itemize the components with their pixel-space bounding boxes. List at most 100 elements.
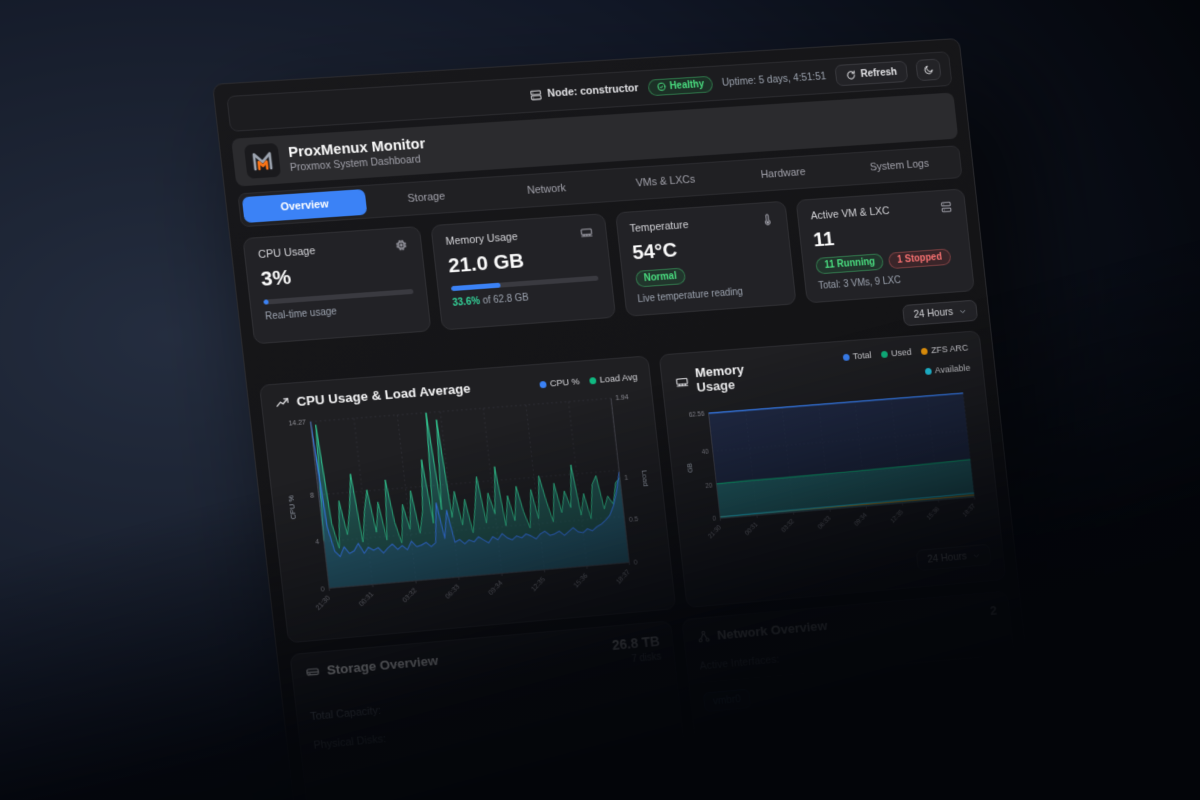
svg-text:0: 0 xyxy=(713,516,718,523)
svg-text:18:37: 18:37 xyxy=(962,502,977,518)
chevron-down-icon xyxy=(972,551,981,560)
tab-network[interactable]: Network xyxy=(526,182,567,197)
tab-overview[interactable]: Overview xyxy=(241,189,368,224)
trending-up-icon xyxy=(274,395,290,411)
svg-text:15:36: 15:36 xyxy=(926,505,941,521)
cpu-load-chart: 0 4 8 14.27 0 0.5 1 1.94 21:30 00:31 03:32 06:33 09:… xyxy=(287,394,650,612)
svg-text:09:34: 09:34 xyxy=(854,512,870,528)
svg-text:03:32: 03:32 xyxy=(402,587,419,604)
svg-text:4: 4 xyxy=(315,539,320,546)
tab-system-logs[interactable]: System Logs xyxy=(869,157,930,174)
interface-list: vmbr0 xyxy=(702,665,1005,713)
server-stack-icon xyxy=(939,200,953,214)
svg-text:1.94: 1.94 xyxy=(615,394,629,402)
thermometer-icon xyxy=(760,212,775,226)
vm-card-footer: Total: 3 VMs, 9 LXC xyxy=(817,275,902,292)
memory-chart-title-group: Memory Usage xyxy=(674,359,786,397)
node-label: Node: constructor xyxy=(546,82,640,100)
charts-row: CPU Usage & Load Average CPU % Load Avg … xyxy=(258,330,1007,644)
svg-text:40: 40 xyxy=(702,449,710,456)
network-title-group: Network Overview xyxy=(696,618,828,644)
memory-icon xyxy=(579,225,594,240)
svg-text:Load: Load xyxy=(640,470,650,487)
memory-chart-title: Memory Usage xyxy=(694,361,745,395)
memory-usage-card: Memory Usage 21.0 GB 33.6% of 62.8 GB xyxy=(430,213,616,331)
svg-text:0.5: 0.5 xyxy=(629,516,639,524)
memory-range-select[interactable]: 24 Hours xyxy=(916,543,992,572)
memory-progress-fill xyxy=(450,282,501,292)
svg-text:0: 0 xyxy=(321,586,326,593)
legend-dot-load xyxy=(588,377,597,385)
vms-stopped-badge: 1 Stopped xyxy=(887,248,952,270)
svg-text:20: 20 xyxy=(705,482,713,489)
svg-text:62.56: 62.56 xyxy=(689,411,706,419)
svg-text:00:31: 00:31 xyxy=(358,591,375,608)
legend-dot-available xyxy=(924,367,932,376)
tab-vms-lxcs[interactable]: VMs & LXCs xyxy=(635,173,696,190)
network-overview-panel: Network Overview 2 Active Interfaces: vm… xyxy=(681,590,1032,800)
tab-hardware[interactable]: Hardware xyxy=(760,166,807,181)
cpu-load-chart-panel: CPU Usage & Load Average CPU % Load Avg … xyxy=(258,355,677,644)
svg-text:21:30: 21:30 xyxy=(707,524,723,540)
temperature-card-title: Temperature xyxy=(629,219,690,235)
legend-dot-zfs-arc xyxy=(920,347,928,355)
storage-overview-panel: Storage Overview 26.8 TB 7 disks Total C… xyxy=(289,620,696,800)
cpu-card-title: CPU Usage xyxy=(257,245,317,262)
svg-text:09:34: 09:34 xyxy=(488,580,505,597)
cpu-usage-card: CPU Usage 3% Real-time usage xyxy=(242,225,432,345)
memory-card-footer: 33.6% of 62.8 GB xyxy=(451,292,530,309)
memory-card-title: Memory Usage xyxy=(445,231,519,248)
cpu-usage-value: 3% xyxy=(259,265,293,291)
svg-text:06:33: 06:33 xyxy=(817,515,833,531)
interface-badge: vmbr0 xyxy=(702,688,752,713)
svg-text:14.27: 14.27 xyxy=(288,420,306,428)
storage-title: Storage Overview xyxy=(326,652,439,678)
vm-count-value: 11 xyxy=(812,227,836,252)
legend-dot-cpu xyxy=(538,380,547,389)
memory-usage-value: 21.0 GB xyxy=(447,249,526,278)
moon-icon xyxy=(922,64,934,76)
tab-storage[interactable]: Storage xyxy=(406,190,446,205)
node-info: Node: constructor xyxy=(528,82,639,102)
temperature-card-footer: Live temperature reading xyxy=(637,286,744,306)
chevron-down-icon xyxy=(958,307,967,316)
svg-text:GB: GB xyxy=(687,462,695,473)
uptime-text: Uptime: 5 days, 4:51:51 xyxy=(721,70,827,89)
svg-text:1: 1 xyxy=(624,475,629,482)
cpu-progress-fill xyxy=(263,299,269,305)
svg-text:0: 0 xyxy=(633,559,638,566)
legend-dot-total xyxy=(842,353,850,362)
cpu-icon xyxy=(393,238,408,253)
vms-running-badge: 11 Running xyxy=(815,253,885,275)
time-range-select[interactable]: 24 Hours xyxy=(902,299,979,327)
refresh-icon xyxy=(845,69,856,80)
active-vm-lxc-card: Active VM & LXC 11 11 Running 1 Stopped … xyxy=(795,188,975,304)
svg-text:21:30: 21:30 xyxy=(315,595,332,612)
temperature-status-badge: Normal xyxy=(634,267,687,288)
temperature-card: Temperature 54°C Normal Live temperature… xyxy=(614,200,797,317)
refresh-button[interactable]: Refresh xyxy=(834,60,909,87)
cpu-card-footer: Real-time usage xyxy=(264,306,338,323)
svg-text:15:36: 15:36 xyxy=(573,572,590,589)
storage-header-stats: 26.8 TB 7 disks xyxy=(611,633,662,666)
svg-text:18:37: 18:37 xyxy=(615,569,632,586)
health-badge: Healthy xyxy=(647,75,714,96)
network-title: Network Overview xyxy=(716,618,828,643)
svg-text:06:33: 06:33 xyxy=(445,584,462,601)
network-interface-count: 2 xyxy=(989,602,998,618)
hard-drive-icon xyxy=(305,664,321,680)
check-circle-icon xyxy=(656,82,667,92)
storage-disks-value: 7 disks xyxy=(631,651,662,665)
app-logo xyxy=(243,142,282,179)
memory-percent: 33.6% xyxy=(451,296,481,309)
svg-text:8: 8 xyxy=(310,493,315,500)
legend-dot-used xyxy=(880,350,888,359)
network-nodes-icon xyxy=(696,629,712,645)
svg-text:12:35: 12:35 xyxy=(530,576,547,593)
svg-text:00:31: 00:31 xyxy=(744,521,760,537)
svg-text:12:35: 12:35 xyxy=(890,509,906,525)
theme-toggle-button[interactable] xyxy=(915,58,942,82)
storage-capacity-value: 26.8 TB xyxy=(611,633,661,653)
vm-card-title: Active VM & LXC xyxy=(810,205,891,223)
